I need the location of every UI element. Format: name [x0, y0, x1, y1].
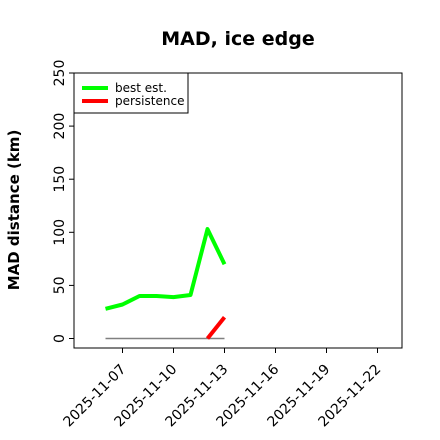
- y-tick-label: 250: [52, 60, 68, 87]
- x-axis: 2025-11-072025-11-102025-11-132025-11-16…: [60, 348, 384, 430]
- legend: best est. persistence: [73, 72, 189, 114]
- plot-frame: [73, 72, 403, 349]
- chart-title: MAD, ice edge: [161, 28, 314, 50]
- y-tick-label: 100: [52, 219, 68, 246]
- legend-label-best-est: best est.: [115, 81, 167, 95]
- series-layer: [105, 227, 227, 340]
- y-tick-label: 0: [52, 334, 68, 343]
- y-axis: 0 50 100 150 200 250: [52, 60, 74, 343]
- series-line-best-est: [105, 227, 227, 311]
- series-line-persistence: [205, 316, 227, 340]
- y-tick-label: 150: [52, 166, 68, 193]
- y-tick-label: 50: [52, 276, 68, 294]
- y-tick-label: 200: [52, 113, 68, 140]
- y-axis-label: MAD distance (km): [5, 130, 23, 291]
- legend-label-persistence: persistence: [115, 94, 184, 108]
- legend-box: [73, 72, 189, 114]
